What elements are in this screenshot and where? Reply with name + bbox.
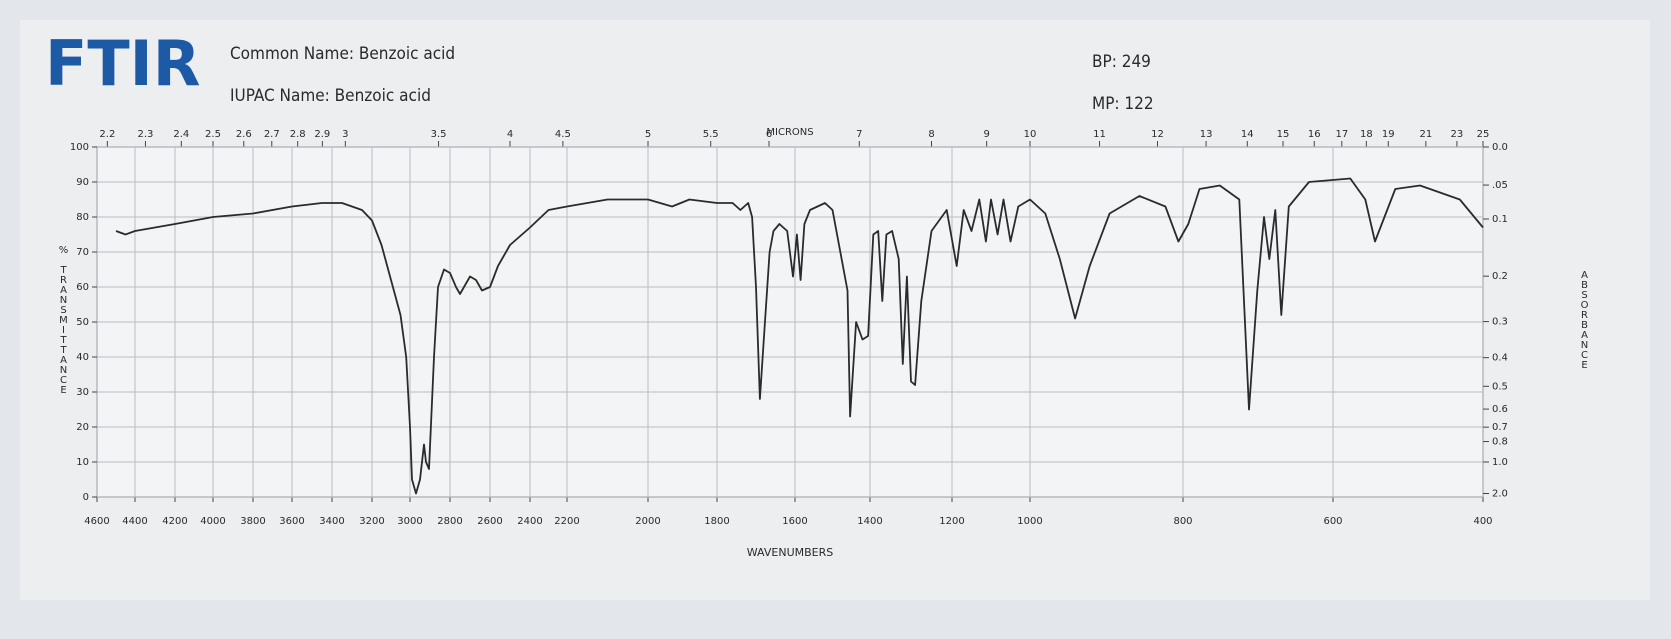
x-tick-label: 800 xyxy=(1173,516,1192,527)
x2-tick-label: 2.2 xyxy=(99,129,115,140)
y2-tick-label: 2.0 xyxy=(1492,489,1508,500)
y-tick-label: 10 xyxy=(76,457,89,468)
x-tick-label: 2800 xyxy=(437,516,462,527)
y2-axis-title: ABSORBANCE xyxy=(1579,270,1590,370)
x2-tick-label: 16 xyxy=(1308,129,1321,140)
x2-tick-label: 3.5 xyxy=(431,129,447,140)
x2-tick-label: 21 xyxy=(1419,129,1432,140)
x2-tick-label: 18 xyxy=(1360,129,1373,140)
x-tick-label: 600 xyxy=(1323,516,1342,527)
y-tick-label: 60 xyxy=(76,282,89,293)
x2-tick-label: 5.5 xyxy=(703,129,719,140)
x2-tick-label: 2.4 xyxy=(173,129,189,140)
y2-tick-label: 0.3 xyxy=(1492,317,1508,328)
y-tick-label: 100 xyxy=(70,142,89,153)
x-tick-label: 1200 xyxy=(939,516,964,527)
x2-tick-label: 10 xyxy=(1024,129,1037,140)
y2-tick-label: 1.0 xyxy=(1492,457,1508,468)
x2-tick-label: 8 xyxy=(928,129,934,140)
spectrum-line xyxy=(115,177,1484,495)
x2-tick-label: 2.8 xyxy=(290,129,306,140)
x-tick-label: 3000 xyxy=(397,516,422,527)
x2-tick-label: 17 xyxy=(1335,129,1348,140)
x2-tick-label: 7 xyxy=(856,129,862,140)
x2-tick-label: 11 xyxy=(1093,129,1106,140)
x2-tick-label: 19 xyxy=(1382,129,1395,140)
y2-tick-label: .05 xyxy=(1492,180,1508,191)
x2-tick-label: 6 xyxy=(766,129,772,140)
x2-tick-label: 12 xyxy=(1151,129,1164,140)
melting-point: MP: 122 xyxy=(1092,94,1154,114)
x2-tick-label: 14 xyxy=(1241,129,1254,140)
y-tick-label: 50 xyxy=(76,317,89,328)
x-tick-label: 4200 xyxy=(162,516,187,527)
y2-tick-label: 0.0 xyxy=(1492,142,1508,153)
y-tick-label: 70 xyxy=(76,247,89,258)
logo: FTIR xyxy=(45,27,200,100)
x-tick-label: 3600 xyxy=(279,516,304,527)
x2-tick-label: 25 xyxy=(1477,129,1490,140)
x-tick-label: 1400 xyxy=(857,516,882,527)
x-tick-label: 4400 xyxy=(122,516,147,527)
x2-tick-label: 4 xyxy=(507,129,513,140)
y-tick-label: 90 xyxy=(76,177,89,188)
x2-tick-label: 2.5 xyxy=(205,129,221,140)
x2-tick-label: 13 xyxy=(1200,129,1213,140)
y2-tick-label: 0.8 xyxy=(1492,437,1508,448)
x2-tick-label: 15 xyxy=(1277,129,1290,140)
x-tick-label: 2000 xyxy=(635,516,660,527)
x2-tick-label: 2.3 xyxy=(137,129,153,140)
y-tick-label: 40 xyxy=(76,352,89,363)
x-tick-label: 3400 xyxy=(319,516,344,527)
x-tick-label: 2600 xyxy=(477,516,502,527)
x-tick-label: 1000 xyxy=(1017,516,1042,527)
x-tick-label: 3800 xyxy=(240,516,265,527)
common-name: Common Name: Benzoic acid xyxy=(230,44,455,64)
y-tick-label: 20 xyxy=(76,422,89,433)
x2-tick-label: 9 xyxy=(983,129,989,140)
x-tick-label: 2200 xyxy=(554,516,579,527)
y2-tick-label: 0.5 xyxy=(1492,381,1508,392)
y-tick-label: 30 xyxy=(76,387,89,398)
x2-tick-label: 5 xyxy=(645,129,651,140)
x-tick-label: 4600 xyxy=(84,516,109,527)
iupac-name: IUPAC Name: Benzoic acid xyxy=(230,86,431,106)
y2-tick-label: 0.7 xyxy=(1492,422,1508,433)
y2-tick-label: 0.2 xyxy=(1492,271,1508,282)
y2-tick-label: 0.1 xyxy=(1492,214,1508,225)
boiling-point: BP: 249 xyxy=(1092,52,1151,72)
y2-tick-label: 0.4 xyxy=(1492,353,1508,364)
y-tick-label: 0 xyxy=(83,492,89,503)
x2-tick-label: 3 xyxy=(342,129,348,140)
x2-tick-label: 23 xyxy=(1451,129,1464,140)
y-tick-label: 80 xyxy=(76,212,89,223)
x-tick-label: 1600 xyxy=(782,516,807,527)
y2-tick-label: 0.6 xyxy=(1492,404,1508,415)
x2-tick-label: 2.6 xyxy=(236,129,252,140)
y-axis-title: % TRANSMITTANCE xyxy=(58,245,69,395)
x-tick-label: 2400 xyxy=(517,516,542,527)
x-tick-label: 3200 xyxy=(359,516,384,527)
x-axis-title: WAVENUMBERS xyxy=(747,546,833,559)
x2-axis-title: MICRONS xyxy=(766,127,813,138)
x2-tick-label: 4.5 xyxy=(555,129,571,140)
x-tick-label: 1800 xyxy=(704,516,729,527)
x-tick-label: 4000 xyxy=(200,516,225,527)
x-tick-label: 400 xyxy=(1473,516,1492,527)
x2-tick-label: 2.7 xyxy=(264,129,280,140)
x2-tick-label: 2.9 xyxy=(314,129,330,140)
